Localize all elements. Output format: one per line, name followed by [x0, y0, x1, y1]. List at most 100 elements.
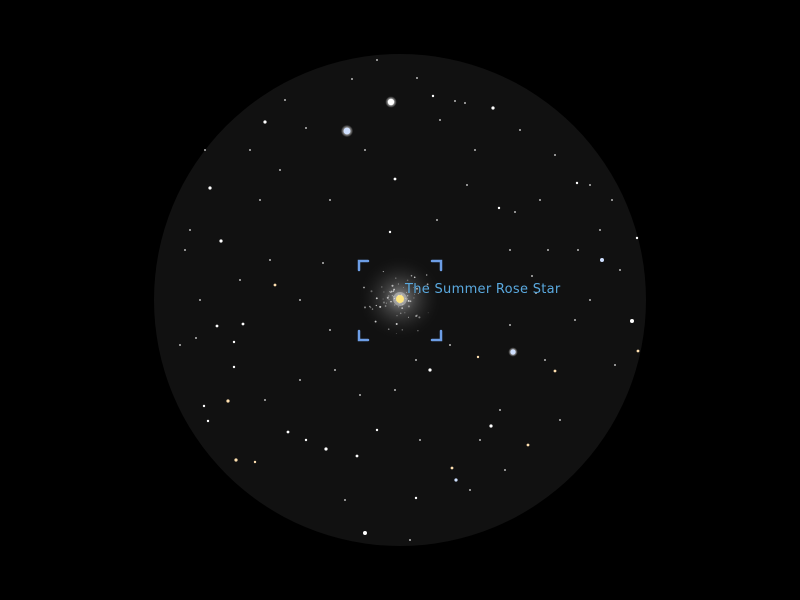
star[interactable] [575, 181, 579, 185]
star[interactable] [329, 329, 331, 331]
star[interactable] [273, 283, 277, 287]
star[interactable] [630, 319, 634, 323]
star[interactable] [499, 409, 501, 411]
star[interactable] [614, 364, 616, 366]
star[interactable] [284, 99, 286, 101]
star[interactable] [343, 127, 351, 135]
star[interactable] [324, 447, 328, 451]
star[interactable] [269, 259, 271, 261]
star[interactable] [559, 419, 561, 421]
star[interactable] [322, 262, 324, 264]
star[interactable] [635, 236, 639, 240]
star[interactable] [299, 379, 301, 381]
star[interactable] [387, 98, 395, 106]
star[interactable] [577, 249, 579, 251]
star[interactable] [305, 127, 307, 129]
star[interactable] [491, 106, 495, 110]
star[interactable] [416, 77, 418, 79]
star[interactable] [466, 184, 468, 186]
star[interactable] [344, 499, 346, 501]
star[interactable] [184, 249, 186, 251]
star[interactable] [393, 177, 397, 181]
star[interactable] [415, 359, 417, 361]
star[interactable] [206, 419, 210, 423]
star[interactable] [510, 349, 516, 355]
star[interactable] [489, 424, 493, 428]
star[interactable] [509, 249, 511, 251]
star[interactable] [409, 539, 411, 541]
selected-star[interactable] [396, 295, 404, 303]
star[interactable] [376, 59, 378, 61]
star[interactable] [364, 149, 366, 151]
star[interactable] [454, 100, 456, 102]
star[interactable] [599, 229, 601, 231]
star[interactable] [204, 149, 206, 151]
star[interactable] [476, 355, 480, 359]
star[interactable] [215, 324, 219, 328]
star[interactable] [497, 206, 501, 210]
star[interactable] [419, 439, 421, 441]
star[interactable] [464, 102, 466, 104]
star[interactable] [363, 531, 367, 535]
star[interactable] [351, 78, 353, 80]
star[interactable] [239, 279, 241, 281]
star[interactable] [450, 466, 454, 470]
star[interactable] [375, 428, 379, 432]
star[interactable] [414, 496, 418, 500]
star[interactable] [334, 369, 336, 371]
star[interactable] [436, 219, 438, 221]
star[interactable] [636, 349, 640, 353]
star[interactable] [535, 292, 537, 294]
star[interactable] [263, 120, 267, 124]
star[interactable] [226, 399, 230, 403]
star[interactable] [232, 340, 236, 344]
star[interactable] [299, 299, 301, 301]
star[interactable] [355, 454, 359, 458]
star[interactable] [469, 489, 471, 491]
star[interactable] [474, 149, 476, 151]
star[interactable] [454, 478, 458, 482]
star[interactable] [329, 199, 331, 201]
star[interactable] [428, 368, 432, 372]
star[interactable] [264, 399, 266, 401]
star[interactable] [504, 469, 506, 471]
star[interactable] [519, 129, 521, 131]
star[interactable] [219, 239, 223, 243]
star[interactable] [547, 249, 549, 251]
star[interactable] [259, 199, 261, 201]
star[interactable] [589, 299, 591, 301]
star[interactable] [544, 359, 546, 361]
star[interactable] [509, 324, 511, 326]
star[interactable] [431, 94, 435, 98]
star[interactable] [279, 169, 281, 171]
star[interactable] [199, 299, 201, 301]
star[interactable] [554, 154, 556, 156]
star[interactable] [439, 119, 441, 121]
star[interactable] [619, 269, 621, 271]
star[interactable] [526, 443, 530, 447]
star[interactable] [539, 199, 541, 201]
star[interactable] [253, 460, 257, 464]
star[interactable] [394, 389, 396, 391]
star[interactable] [388, 230, 392, 234]
star[interactable] [232, 365, 236, 369]
star[interactable] [600, 258, 604, 262]
star[interactable] [241, 322, 245, 326]
star[interactable] [589, 184, 591, 186]
star[interactable] [449, 344, 451, 346]
star[interactable] [359, 394, 361, 396]
star[interactable] [514, 211, 516, 213]
star[interactable] [286, 430, 290, 434]
star[interactable] [611, 199, 613, 201]
star[interactable] [189, 229, 191, 231]
star[interactable] [195, 337, 197, 339]
star[interactable] [249, 149, 251, 151]
star[interactable] [304, 438, 308, 442]
star[interactable] [208, 186, 212, 190]
star[interactable] [553, 369, 557, 373]
star[interactable] [179, 344, 181, 346]
star[interactable] [479, 439, 481, 441]
star[interactable] [531, 275, 533, 277]
star[interactable] [202, 404, 206, 408]
